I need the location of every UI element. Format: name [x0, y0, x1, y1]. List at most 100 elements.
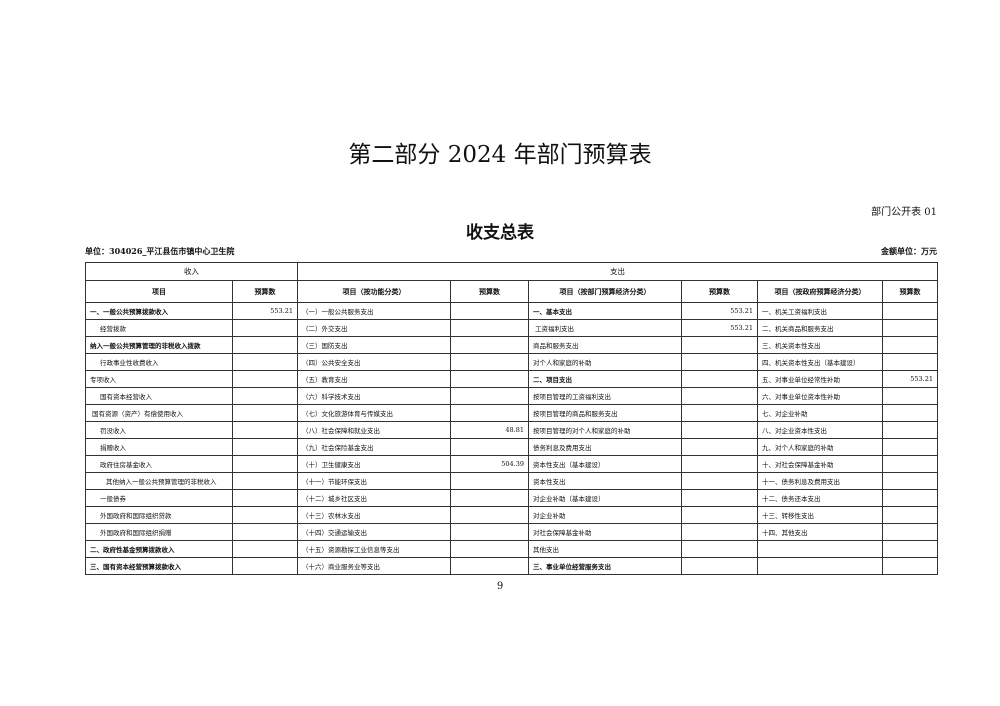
amount-cell [232, 438, 298, 456]
item-cell: 一般债券 [85, 489, 233, 507]
amount-cell [232, 421, 298, 439]
amount-cell [232, 387, 298, 405]
amount-cell [882, 557, 938, 575]
page-title: 第二部分 2024 年部门预算表 [348, 142, 652, 168]
item-cell: （十四）交通运输支出 [297, 523, 451, 541]
amount-cell [450, 472, 529, 490]
amount-cell [681, 506, 758, 524]
item-cell: 对个人和家庭的补助 [528, 353, 682, 371]
amount-cell [681, 421, 758, 439]
amount-cell [232, 523, 298, 541]
amount-cell [681, 353, 758, 371]
item-cell: 三、国有资本经营预算拨款收入 [85, 557, 233, 575]
data-row: 一般债券 （十二）城乡社区支出 对企业补助（基本建设） 十二、债务还本支出 [85, 489, 938, 507]
amount-cell [450, 387, 529, 405]
item-cell: 行政事业性收费收入 [85, 353, 233, 371]
item-cell: 外国政府和国际组织贷款 [85, 506, 233, 524]
unit: 单位：304026_平江县伍市镇中心卫生院 [85, 246, 235, 256]
item-cell: （二）外交支出 [297, 319, 451, 337]
data-row: 经营拨款 （二）外交支出 工资福利支出 553.21 二、机关商品和服务支出 [85, 319, 938, 337]
item-cell: 商品和服务支出 [528, 336, 682, 354]
item-cell: （十二）城乡社区支出 [297, 489, 451, 507]
amount-cell [681, 336, 758, 354]
item-cell: （七）文化旅游体育与传媒支出 [297, 404, 451, 422]
item-cell: 捐赠收入 [85, 438, 233, 456]
data-row: 国有资本经营收入 （六）科学技术支出 按项目管理的工资福利支出 六、对事业单位资本性补… [85, 387, 938, 405]
amount-cell [450, 540, 529, 558]
data-row: 外国政府和国际组织捐赠 （十四）交通运输支出 对社会保障基金补助 十四、其他支出 [85, 523, 938, 541]
item-cell: 对企业补助 [528, 506, 682, 524]
amount-cell [882, 353, 938, 371]
page-number: 9 [496, 581, 504, 592]
amount-cell [681, 404, 758, 422]
amount-cell [232, 557, 298, 575]
amount-cell [681, 523, 758, 541]
amount-cell [681, 557, 758, 575]
item-cell: 专项收入 [85, 370, 233, 388]
amount-cell [882, 302, 938, 320]
amount-cell [681, 438, 758, 456]
amount-cell [882, 455, 938, 473]
item-cell: 外国政府和国际组织捐赠 [85, 523, 233, 541]
column-header: 项目 [85, 280, 233, 303]
item-cell: （十三）农林水支出 [297, 506, 451, 524]
item-cell: 一、机关工资福利支出 [757, 302, 883, 320]
amount-cell [232, 455, 298, 473]
column-header: 项目（按政府预算经济分类） [757, 280, 883, 303]
amount-cell [882, 404, 938, 422]
item-cell: 资本性支出（基本建设） [528, 455, 682, 473]
amount-cell [450, 489, 529, 507]
item-cell: （五）教育支出 [297, 370, 451, 388]
data-row: 其他纳入一般公共预算管理的非税收入 （十一）节能环保支出 资本性支出 十一、债务利息及… [85, 472, 938, 490]
item-cell [757, 540, 883, 558]
amount-cell [882, 472, 938, 490]
item-cell: 按项目管理的商品和服务支出 [528, 404, 682, 422]
item-cell: 三、事业单位经营服务支出 [528, 557, 682, 575]
amount-cell: 504.39 [450, 455, 529, 473]
data-row: 国有资源（资产）有偿使用收入 （七）文化旅游体育与传媒支出 按项目管理的商品和服务支… [85, 404, 938, 422]
form-code: 部门公开表 01 [871, 207, 937, 218]
item-cell: 其他纳入一般公共预算管理的非税收入 [85, 472, 233, 490]
group-header: 收入 [85, 262, 298, 281]
item-cell: （八）社会保障和就业支出 [297, 421, 451, 439]
data-row: 捐赠收入 （九）社会保险基金支出 债务利息及费用支出 九、对个人和家庭的补助 [85, 438, 938, 456]
item-cell: 三、机关资本性支出 [757, 336, 883, 354]
amount-cell [681, 455, 758, 473]
item-cell: （三）国防支出 [297, 336, 451, 354]
amount-cell [681, 540, 758, 558]
amount-cell [450, 302, 529, 320]
amount-cell [882, 336, 938, 354]
amount-cell [882, 438, 938, 456]
item-cell: （十一）节能环保支出 [297, 472, 451, 490]
item-cell [757, 557, 883, 575]
item-cell: 债务利息及费用支出 [528, 438, 682, 456]
item-cell: 罚没收入 [85, 421, 233, 439]
amount-cell [882, 489, 938, 507]
item-cell: 九、对个人和家庭的补助 [757, 438, 883, 456]
item-cell: （四）公共安全支出 [297, 353, 451, 371]
data-row: 二、政府性基金预算拨款收入 （十五）资源勘探工业信息等支出 其他支出 [85, 540, 938, 558]
item-cell: 国有资源（资产）有偿使用收入 [85, 404, 233, 422]
budget-table: 收入 支出 项目 预算数 项目（按功能分类） 预算数 项目（按部门预算经济分类） 预算数 项目（… [85, 262, 938, 575]
item-cell: 二、项目支出 [528, 370, 682, 388]
item-cell: 其他支出 [528, 540, 682, 558]
item-cell: 二、机关商品和服务支出 [757, 319, 883, 337]
column-header-row: 项目 预算数 项目（按功能分类） 预算数 项目（按部门预算经济分类） 预算数 项目（按政府预… [85, 280, 938, 303]
amount-cell: 553.21 [232, 302, 298, 320]
item-cell: 十、对社会保障基金补助 [757, 455, 883, 473]
item-cell: 国有资本经营收入 [85, 387, 233, 405]
item-cell: 十四、其他支出 [757, 523, 883, 541]
amount-cell [681, 472, 758, 490]
item-cell: 六、对事业单位资本性补助 [757, 387, 883, 405]
data-row: 政府住房基金收入 （十）卫生健康支出 504.39 资本性支出（基本建设） 十、对社会保… [85, 455, 938, 473]
amount-cell [450, 506, 529, 524]
data-row: 行政事业性收费收入 （四）公共安全支出 对个人和家庭的补助 四、机关资本性支出（基本建… [85, 353, 938, 371]
amount-cell [882, 421, 938, 439]
item-cell: 按项目管理的工资福利支出 [528, 387, 682, 405]
item-cell: （一）一般公共服务支出 [297, 302, 451, 320]
item-cell: 二、政府性基金预算拨款收入 [85, 540, 233, 558]
item-cell: 十三、转移性支出 [757, 506, 883, 524]
amount-cell: 553.21 [681, 319, 758, 337]
data-row: 纳入一般公共预算管理的非税收入拨款 （三）国防支出 商品和服务支出 三、机关资本性支出 [85, 336, 938, 354]
data-row: 罚没收入 （八）社会保障和就业支出 48.81 按项目管理的对个人和家庭的补助 八、对企… [85, 421, 938, 439]
